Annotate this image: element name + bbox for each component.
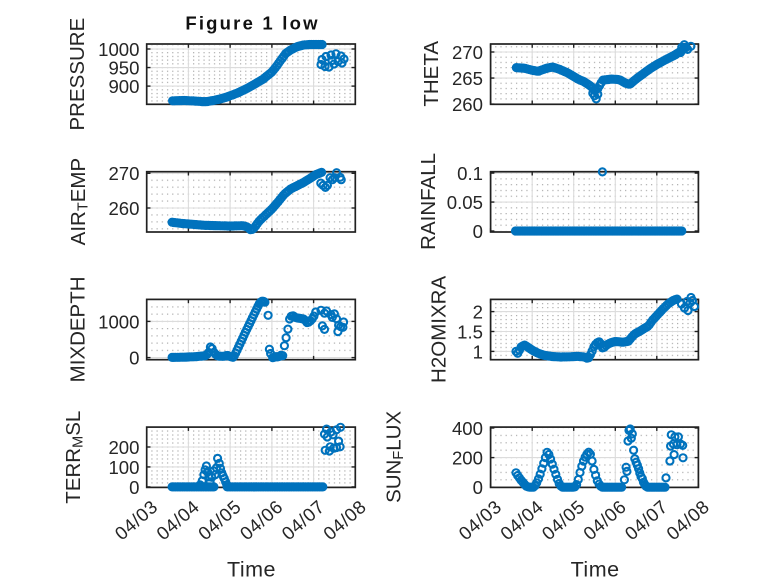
svg-text:400: 400 <box>452 418 483 439</box>
svg-text:2: 2 <box>473 302 483 323</box>
svg-text:270: 270 <box>452 42 483 63</box>
svg-text:0: 0 <box>129 348 139 369</box>
svg-text:0: 0 <box>473 221 483 242</box>
svg-text:100: 100 <box>108 457 139 478</box>
svg-text:265: 265 <box>452 68 483 89</box>
svg-text:PRESSURE: PRESSURE <box>66 18 89 131</box>
svg-text:0.1: 0.1 <box>457 163 483 184</box>
svg-text:TERRMSL: TERRMSL <box>62 411 86 504</box>
svg-text:950: 950 <box>108 58 139 79</box>
svg-text:Time: Time <box>227 558 276 582</box>
svg-text:260: 260 <box>108 198 139 219</box>
svg-text:RAINFALL: RAINFALL <box>417 153 440 250</box>
svg-text:270: 270 <box>108 163 139 184</box>
svg-text:1000: 1000 <box>98 39 139 60</box>
svg-text:0.05: 0.05 <box>447 192 483 213</box>
svg-text:1.5: 1.5 <box>457 321 483 342</box>
svg-text:Time: Time <box>571 558 620 582</box>
svg-text:0: 0 <box>129 477 139 498</box>
svg-text:900: 900 <box>108 76 139 97</box>
svg-text:260: 260 <box>452 94 483 115</box>
svg-text:MIXDEPTH: MIXDEPTH <box>67 276 90 382</box>
svg-text:200: 200 <box>108 437 139 458</box>
svg-text:1000: 1000 <box>98 311 139 332</box>
svg-text:THETA: THETA <box>420 41 443 107</box>
svg-text:SUNFLUX: SUNFLUX <box>383 411 407 503</box>
svg-text:H2OMIXRA: H2OMIXRA <box>428 276 451 383</box>
svg-text:Figure 1 low: Figure 1 low <box>185 13 319 34</box>
svg-text:1: 1 <box>473 341 483 362</box>
svg-text:AIRTEMP: AIRTEMP <box>67 158 91 245</box>
svg-text:0: 0 <box>473 477 483 498</box>
svg-text:200: 200 <box>452 448 483 469</box>
